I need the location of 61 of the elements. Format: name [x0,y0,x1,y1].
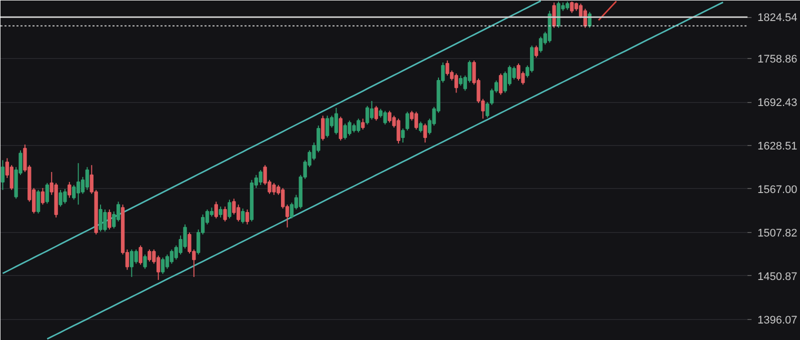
y-tick-label: 1567.00 [758,184,798,196]
candlestick [160,257,165,274]
candlestick [334,107,338,135]
candlestick [534,45,538,58]
candlestick [321,115,325,142]
candlestick [165,254,170,270]
candlestick [143,254,147,270]
candlestick [325,115,330,138]
candlestick [446,60,450,76]
candlestick [401,128,405,144]
candlestick [72,184,76,200]
candlestick [240,208,245,224]
candlestick [418,121,423,133]
candlestick [570,1,574,14]
candlestick [134,248,138,264]
y-tick-label: 1692.43 [758,97,798,110]
candlestick [245,209,250,225]
line-series [2,0,542,274]
candlestick [503,70,508,94]
candlestick [414,111,418,130]
candlestick [108,209,112,230]
ref-line-label: 1824.54 [758,12,798,24]
line-series [598,0,618,22]
candlestick [40,187,45,206]
y-tick-label: 1758.86 [758,54,798,66]
candlestick [170,248,174,264]
candlestick [148,248,152,262]
y-tick-label: 1396.07 [758,314,798,326]
candlestick [228,199,232,219]
candlestick [361,118,365,130]
y-tick-label: 1450.87 [758,270,798,283]
candlestick [383,110,387,126]
candlestick [552,2,556,28]
candlestick [406,111,410,131]
candlestick [130,248,134,278]
y-tick-label: 1507.82 [758,227,798,240]
candlestick [370,100,374,120]
candlestick [486,102,490,118]
candlestick [338,116,342,142]
candlestick [365,105,370,126]
candlestick [76,162,80,206]
candlestick [85,166,90,190]
candlestick [458,75,463,86]
candlestick [538,36,543,54]
candlestick [45,182,50,204]
candlestick [10,164,14,190]
candlestick [214,201,218,219]
candlestick [423,123,427,144]
candlestick [36,189,40,214]
candlestick [68,181,72,198]
candlestick [223,206,227,222]
candlestick [258,170,262,186]
candlestick [498,73,503,96]
y-tick-label: 1628.51 [758,140,798,153]
candlestick [218,206,222,218]
candlestick [374,105,378,122]
candlestick [0,160,5,190]
candlestick [454,73,458,94]
line-series [46,2,724,340]
candlestick [138,244,142,266]
candlestick [512,66,516,80]
